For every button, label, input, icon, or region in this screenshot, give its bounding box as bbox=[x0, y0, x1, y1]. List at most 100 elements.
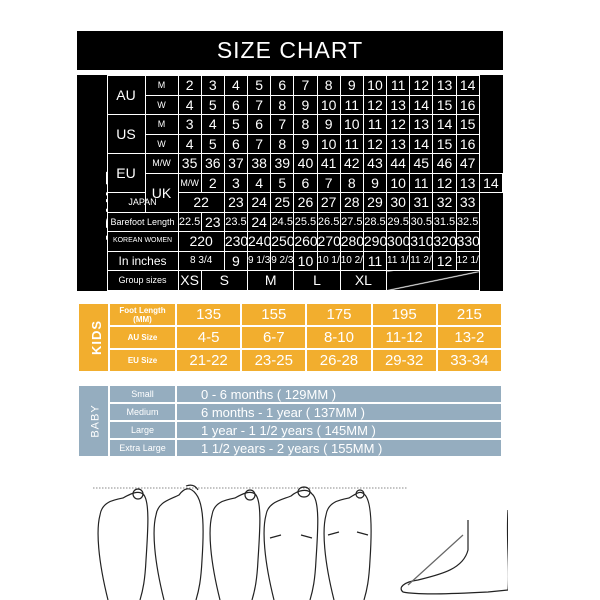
size-cell: 330 bbox=[455, 231, 480, 252]
size-cell: 7 bbox=[247, 133, 272, 154]
size-cell: 7 bbox=[270, 114, 295, 135]
size-cell: 10 bbox=[316, 133, 341, 154]
size-cell: 35 bbox=[177, 153, 202, 174]
size-cell: 12 1/2 bbox=[455, 250, 480, 271]
size-cell: 215 bbox=[435, 302, 504, 327]
size-cell: 230 bbox=[223, 231, 249, 252]
size-cell: 10 1/2 bbox=[316, 250, 341, 271]
row-label: Group sizes bbox=[106, 270, 179, 291]
size-cell: 11 bbox=[362, 250, 388, 271]
size-cell: 7 bbox=[247, 94, 272, 115]
size-cell: 26 bbox=[293, 192, 318, 213]
size-cell: 22.5 bbox=[177, 211, 202, 232]
kids-row: KIDS Foot Length (MM) 135 155 175 195 215 bbox=[77, 302, 504, 373]
size-cell: S bbox=[200, 270, 249, 291]
kids-row: EU Size 21-22 23-25 26-28 29-32 33-34 bbox=[78, 348, 504, 373]
size-cell: 11 bbox=[409, 172, 434, 193]
size-cell: 36 bbox=[200, 153, 225, 174]
size-cell: 11 1/2 bbox=[386, 250, 411, 271]
size-cell: 9 bbox=[316, 114, 341, 135]
baby-size-table: BABY Small 0 - 6 months ( 129MM ) Medium 6 m… bbox=[77, 384, 503, 458]
row-label: Foot Length (MM) bbox=[108, 302, 177, 327]
size-cell: 29.5 bbox=[386, 211, 411, 232]
size-cell: 12 bbox=[432, 172, 457, 193]
size-cell: 23.5 bbox=[223, 211, 249, 232]
size-cell: 4 bbox=[177, 133, 202, 154]
size-cell: 6 bbox=[270, 75, 295, 96]
size-cell: 6-7 bbox=[240, 325, 308, 350]
foot-side-measure-icon bbox=[400, 509, 508, 595]
size-cell: 7 bbox=[293, 75, 318, 96]
size-cell: 4 bbox=[200, 114, 225, 135]
size-cell: 16 bbox=[455, 94, 480, 115]
size-cell: 15 bbox=[432, 94, 457, 115]
size-cell: 3 bbox=[223, 172, 249, 193]
row-label: KOREAN WOMEN bbox=[106, 231, 179, 252]
size-cell: 13 bbox=[455, 172, 480, 193]
gender-label: M/W bbox=[177, 172, 202, 193]
size-cell: 24.5 bbox=[270, 211, 295, 232]
size-cell: 240 bbox=[247, 231, 272, 252]
size-cell: 23-25 bbox=[240, 348, 308, 373]
size-cell bbox=[386, 270, 480, 291]
size-cell: 320 bbox=[432, 231, 457, 252]
size-cell: 10 bbox=[386, 172, 411, 193]
size-cell: 10 bbox=[362, 75, 388, 96]
baby-row: Medium 6 months - 1 year ( 137MM ) bbox=[78, 402, 503, 422]
size-cell: 44 bbox=[386, 153, 411, 174]
row-label: AU Size bbox=[108, 325, 177, 350]
baby-section-label: BABY bbox=[77, 384, 110, 458]
size-cell: 9 2/3 bbox=[270, 250, 295, 271]
size-cell: 6 bbox=[223, 133, 249, 154]
size-cell: 25 bbox=[270, 192, 295, 213]
size-cell: 39 bbox=[270, 153, 295, 174]
size-cell: 4 bbox=[177, 94, 202, 115]
kids-size-table: KIDS Foot Length (MM) 135 155 175 195 215 AU Si… bbox=[77, 302, 504, 373]
size-cell: 38 bbox=[247, 153, 272, 174]
kids-section-label: KIDS bbox=[77, 302, 110, 373]
foot-long-big-toe-icon bbox=[209, 489, 261, 600]
size-cell: 30.5 bbox=[409, 211, 434, 232]
size-cell: 14 bbox=[409, 94, 434, 115]
size-cell: 7 bbox=[316, 172, 341, 193]
size-cell: 11 bbox=[362, 114, 388, 135]
row-label: Extra Large bbox=[108, 438, 177, 458]
size-cell: 13 bbox=[432, 75, 457, 96]
size-cell: 5 bbox=[247, 75, 272, 96]
foot-wide-icon bbox=[263, 486, 319, 600]
size-cell: 13-2 bbox=[435, 325, 504, 350]
baby-row: Extra Large 1 1/2 years - 2 years ( 155MM… bbox=[78, 438, 503, 458]
adult-row: UK M/W 2 3 4 5 6 7 8 9 10 11 12 13 14 bbox=[77, 172, 504, 213]
age-range: 6 months - 1 year ( 137MM ) bbox=[175, 402, 503, 422]
size-cell: 195 bbox=[370, 302, 438, 327]
adult-label: ADULT bbox=[102, 170, 107, 246]
size-cell: 310 bbox=[409, 231, 434, 252]
size-cell: 16 bbox=[455, 133, 480, 154]
size-cell: 31.5 bbox=[432, 211, 457, 232]
size-cell: 4-5 bbox=[174, 325, 243, 350]
region-label: US bbox=[106, 114, 146, 154]
size-cell: 47 bbox=[455, 153, 480, 174]
gender-label: M/W bbox=[144, 153, 179, 174]
size-cell: 6 bbox=[223, 94, 249, 115]
size-cell: 280 bbox=[339, 231, 364, 252]
size-cell: 11 bbox=[339, 133, 364, 154]
age-range: 1 year - 1 1/2 years ( 145MM ) bbox=[175, 420, 503, 440]
size-cell: 9 bbox=[362, 172, 388, 193]
size-cell: 11-12 bbox=[370, 325, 438, 350]
size-cell: 21-22 bbox=[174, 348, 243, 373]
size-cell: 24 bbox=[247, 211, 272, 232]
foot-narrow-icon bbox=[323, 489, 372, 600]
size-cell: 29 bbox=[362, 192, 388, 213]
age-range: 0 - 6 months ( 129MM ) bbox=[175, 384, 503, 404]
adult-row: JAPAN 22 23 24 25 26 27 28 29 30 31 32 33 bbox=[77, 192, 503, 213]
size-cell: 15 bbox=[455, 114, 480, 135]
size-cell: 155 bbox=[240, 302, 308, 327]
baby-row: Large 1 year - 1 1/2 years ( 145MM ) bbox=[78, 420, 503, 440]
gender-label: M bbox=[144, 75, 179, 96]
size-cell: 13 bbox=[409, 114, 434, 135]
size-cell: 25.5 bbox=[293, 211, 318, 232]
size-cell: 11 bbox=[386, 75, 411, 96]
size-cell: M bbox=[247, 270, 295, 291]
size-cell: 9 bbox=[223, 250, 249, 271]
